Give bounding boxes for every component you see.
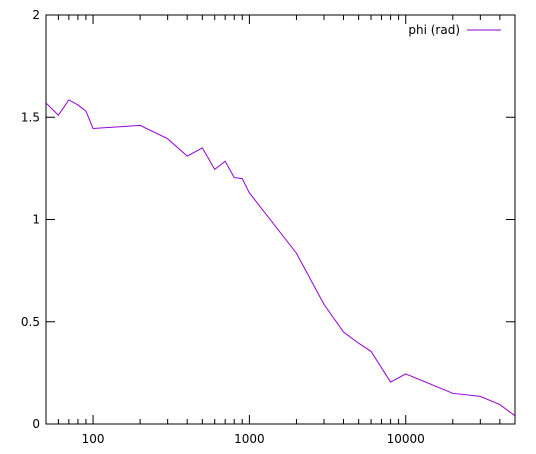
legend-label: phi (rad) bbox=[408, 23, 460, 37]
x-tick-label: 1000 bbox=[234, 432, 265, 446]
y-tick-label: 0.5 bbox=[21, 315, 40, 329]
y-tick-label: 2 bbox=[32, 8, 40, 22]
series-line bbox=[45, 99, 516, 417]
x-tick-label: 100 bbox=[82, 432, 105, 446]
y-axis-ticks: 0 0.5 1 1.5 2 bbox=[21, 8, 515, 431]
y-tick-label: 1.5 bbox=[21, 110, 40, 124]
series-layer bbox=[45, 99, 516, 417]
legend: phi (rad) bbox=[408, 23, 501, 37]
y-tick-label: 0 bbox=[32, 417, 40, 431]
y-tick-label: 1 bbox=[32, 213, 40, 227]
plot-area bbox=[45, 14, 516, 425]
x-axis-ticks: 100 1000 10000 bbox=[45, 15, 516, 446]
x-tick-label: 10000 bbox=[387, 432, 425, 446]
